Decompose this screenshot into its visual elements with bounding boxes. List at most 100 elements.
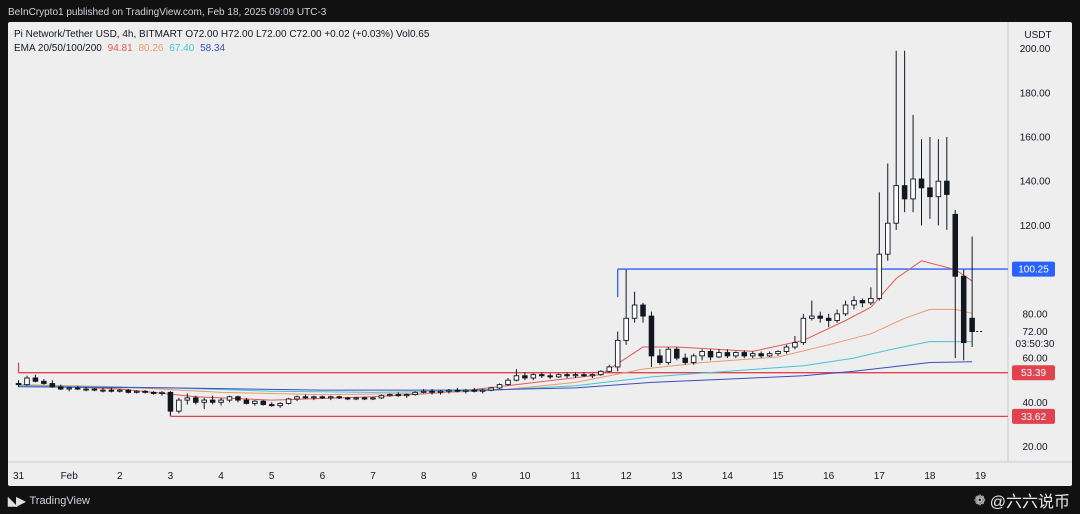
candle-up xyxy=(463,389,469,394)
candle-down xyxy=(817,311,823,323)
candle-body xyxy=(471,389,477,392)
candle-body xyxy=(15,383,22,386)
x-tick-label: 8 xyxy=(421,471,427,482)
candle-down xyxy=(57,384,64,391)
x-tick-label: 9 xyxy=(471,471,477,482)
x-tick-label: 31 xyxy=(13,471,25,482)
ema50-value: 80.26 xyxy=(138,43,164,54)
candle-up xyxy=(935,139,942,226)
chart-legend: Pi Network/Tether USD, 4h, BITMART O72.0… xyxy=(14,28,429,56)
candle-up xyxy=(749,351,756,359)
candle-up xyxy=(589,373,596,378)
candle-body xyxy=(935,180,942,198)
candle-up xyxy=(226,395,233,403)
candle-down xyxy=(657,349,663,365)
candle-up xyxy=(159,391,165,396)
candle-down xyxy=(648,311,655,367)
candle-body xyxy=(876,253,883,299)
candle-up xyxy=(479,389,486,394)
candle-up xyxy=(117,389,123,393)
candle-down xyxy=(952,209,959,359)
x-tick-label: 15 xyxy=(772,471,784,482)
candle-up xyxy=(893,50,899,230)
candle-body xyxy=(302,396,309,399)
candle-down xyxy=(395,392,402,397)
candle-up xyxy=(387,393,393,397)
x-tick-label: 7 xyxy=(370,471,376,482)
candle-body xyxy=(505,379,511,386)
candle-body xyxy=(57,386,64,390)
ema-line xyxy=(18,340,973,393)
candle-body xyxy=(775,350,781,355)
candle-body xyxy=(353,397,359,400)
candle-body xyxy=(690,355,697,363)
candle-body xyxy=(41,380,47,384)
candle-up xyxy=(614,331,621,372)
x-tick-label: 17 xyxy=(874,471,886,482)
candle-down xyxy=(539,372,545,378)
candle-up xyxy=(201,397,207,409)
candle-body xyxy=(74,387,81,390)
tradingview-logo[interactable]: ◣▶ TradingView xyxy=(8,494,90,508)
candle-body xyxy=(429,390,435,393)
ema-label: EMA 20/50/100/200 xyxy=(14,43,102,54)
candle-body xyxy=(893,185,899,224)
y-tick-label: 140.00 xyxy=(1020,177,1051,188)
candle-down xyxy=(319,395,326,399)
candle-down xyxy=(361,396,368,401)
x-tick-label: 14 xyxy=(722,471,734,482)
candle-body xyxy=(167,391,174,412)
candle-body xyxy=(522,375,528,379)
candle-body xyxy=(513,375,520,381)
candle-up xyxy=(294,395,300,402)
candle-body xyxy=(91,388,98,391)
candle-body xyxy=(741,352,748,357)
candle-body xyxy=(488,387,494,391)
candle-body xyxy=(446,389,452,392)
candle-up xyxy=(598,370,604,376)
ema-line xyxy=(18,308,973,396)
candle-up xyxy=(328,395,334,401)
candle-body xyxy=(311,396,317,399)
candle-up xyxy=(775,350,781,356)
candle-up xyxy=(699,349,705,361)
candle-down xyxy=(454,387,461,393)
candle-body xyxy=(614,339,621,368)
candle-body xyxy=(758,353,764,357)
candle-up xyxy=(876,192,883,301)
candle-body xyxy=(235,396,241,401)
x-tick-label: 16 xyxy=(823,471,835,482)
candle-body xyxy=(699,350,705,357)
candle-down xyxy=(268,402,275,407)
x-axis: 31 Feb 2 3 4 5 6 7 8 9 10 11 12 13 14 15 16 17 18 19 xyxy=(13,471,987,482)
candle-body xyxy=(631,304,638,319)
candle-down xyxy=(471,387,477,393)
candle-up xyxy=(420,389,427,394)
candle-body xyxy=(572,374,579,377)
x-tick-label: 12 xyxy=(621,471,633,482)
candle-body xyxy=(589,374,596,377)
candle-body xyxy=(901,185,908,200)
candle-down xyxy=(724,349,731,359)
weibo-icon: ❁ xyxy=(974,491,986,508)
candle-up xyxy=(133,390,140,394)
candle-body xyxy=(539,374,545,377)
candle-body xyxy=(387,394,393,397)
currency-label: USDT xyxy=(1024,30,1051,41)
price-tag-label: 53.39 xyxy=(1021,368,1046,379)
candle-body xyxy=(24,377,30,386)
x-tick-label: 3 xyxy=(168,471,174,482)
x-tick-label: 19 xyxy=(975,471,987,482)
publish-info: BeInCrypto1 published on TradingView.com… xyxy=(8,7,327,18)
candle-body xyxy=(370,397,376,400)
candle-down xyxy=(547,373,553,380)
candle-body xyxy=(108,389,115,392)
candle-up xyxy=(530,373,537,381)
candle-down xyxy=(741,350,748,359)
candle-body xyxy=(420,390,427,393)
candles xyxy=(15,50,975,416)
candle-body xyxy=(66,387,72,390)
candle-up xyxy=(437,390,444,395)
candle-up xyxy=(733,351,739,359)
candle-body xyxy=(783,346,790,352)
